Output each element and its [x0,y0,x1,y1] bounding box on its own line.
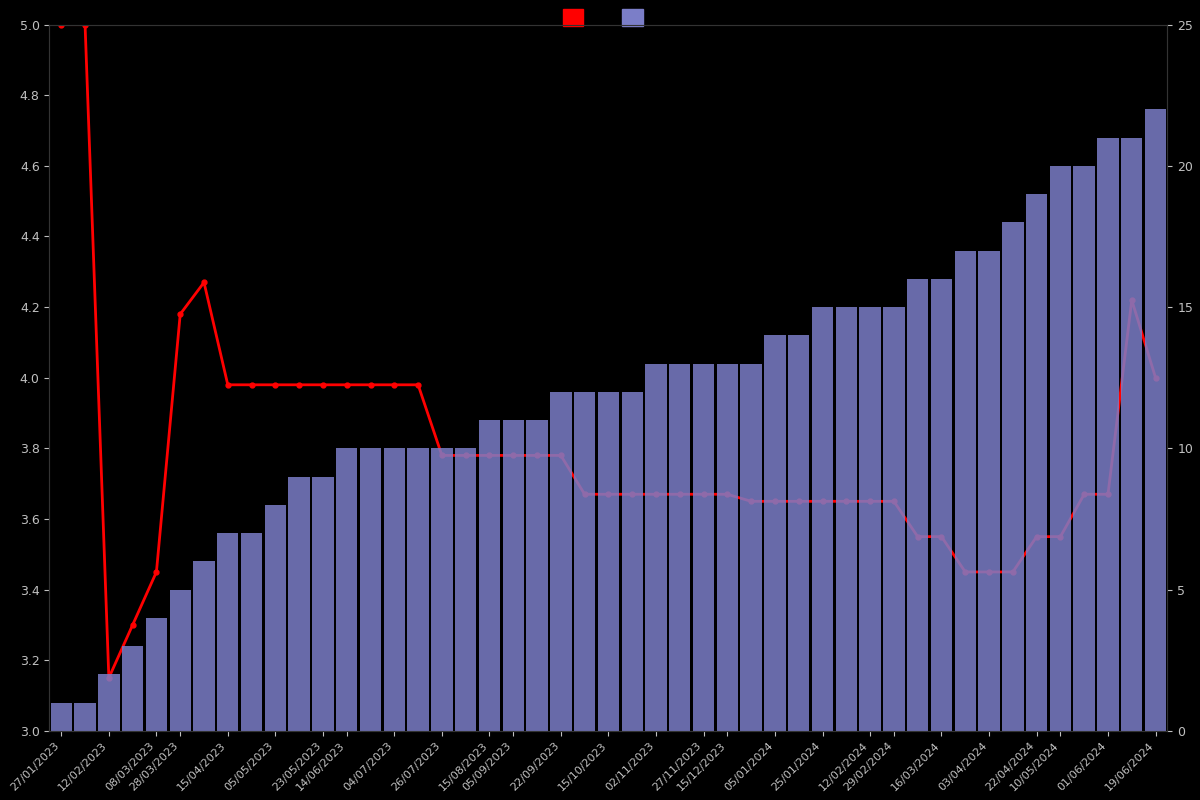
Bar [716,364,738,731]
Bar [265,505,286,731]
Bar [1145,110,1166,731]
Bar [360,448,382,731]
Bar [50,702,72,731]
Bar [527,420,547,731]
Bar [312,477,334,731]
Bar [503,420,524,731]
Bar [288,477,310,731]
Bar [574,392,595,731]
Bar [479,420,500,731]
Bar [1097,138,1118,731]
Bar [169,590,191,731]
Bar [598,392,619,731]
Bar [217,533,239,731]
Bar [883,307,905,731]
Bar [145,618,167,731]
Bar [788,335,810,731]
Bar [74,702,96,731]
Bar [954,250,976,731]
Bar [812,307,833,731]
Bar [764,335,786,731]
Bar [98,674,120,731]
Bar [336,448,358,731]
Bar [1121,138,1142,731]
Bar [835,307,857,731]
Bar [193,562,215,731]
Bar [622,392,643,731]
Bar [384,448,406,731]
Bar [670,364,690,731]
Bar [408,448,428,731]
Bar [931,279,952,731]
Bar [550,392,571,731]
Bar [1074,166,1094,731]
Bar [907,279,929,731]
Bar [431,448,452,731]
Legend: , : , [557,3,660,31]
Bar [740,364,762,731]
Bar [455,448,476,731]
Bar [978,250,1000,731]
Bar [859,307,881,731]
Bar [692,364,714,731]
Bar [1026,194,1048,731]
Bar [122,646,143,731]
Bar [646,364,667,731]
Bar [241,533,263,731]
Bar [1050,166,1072,731]
Bar [1002,222,1024,731]
